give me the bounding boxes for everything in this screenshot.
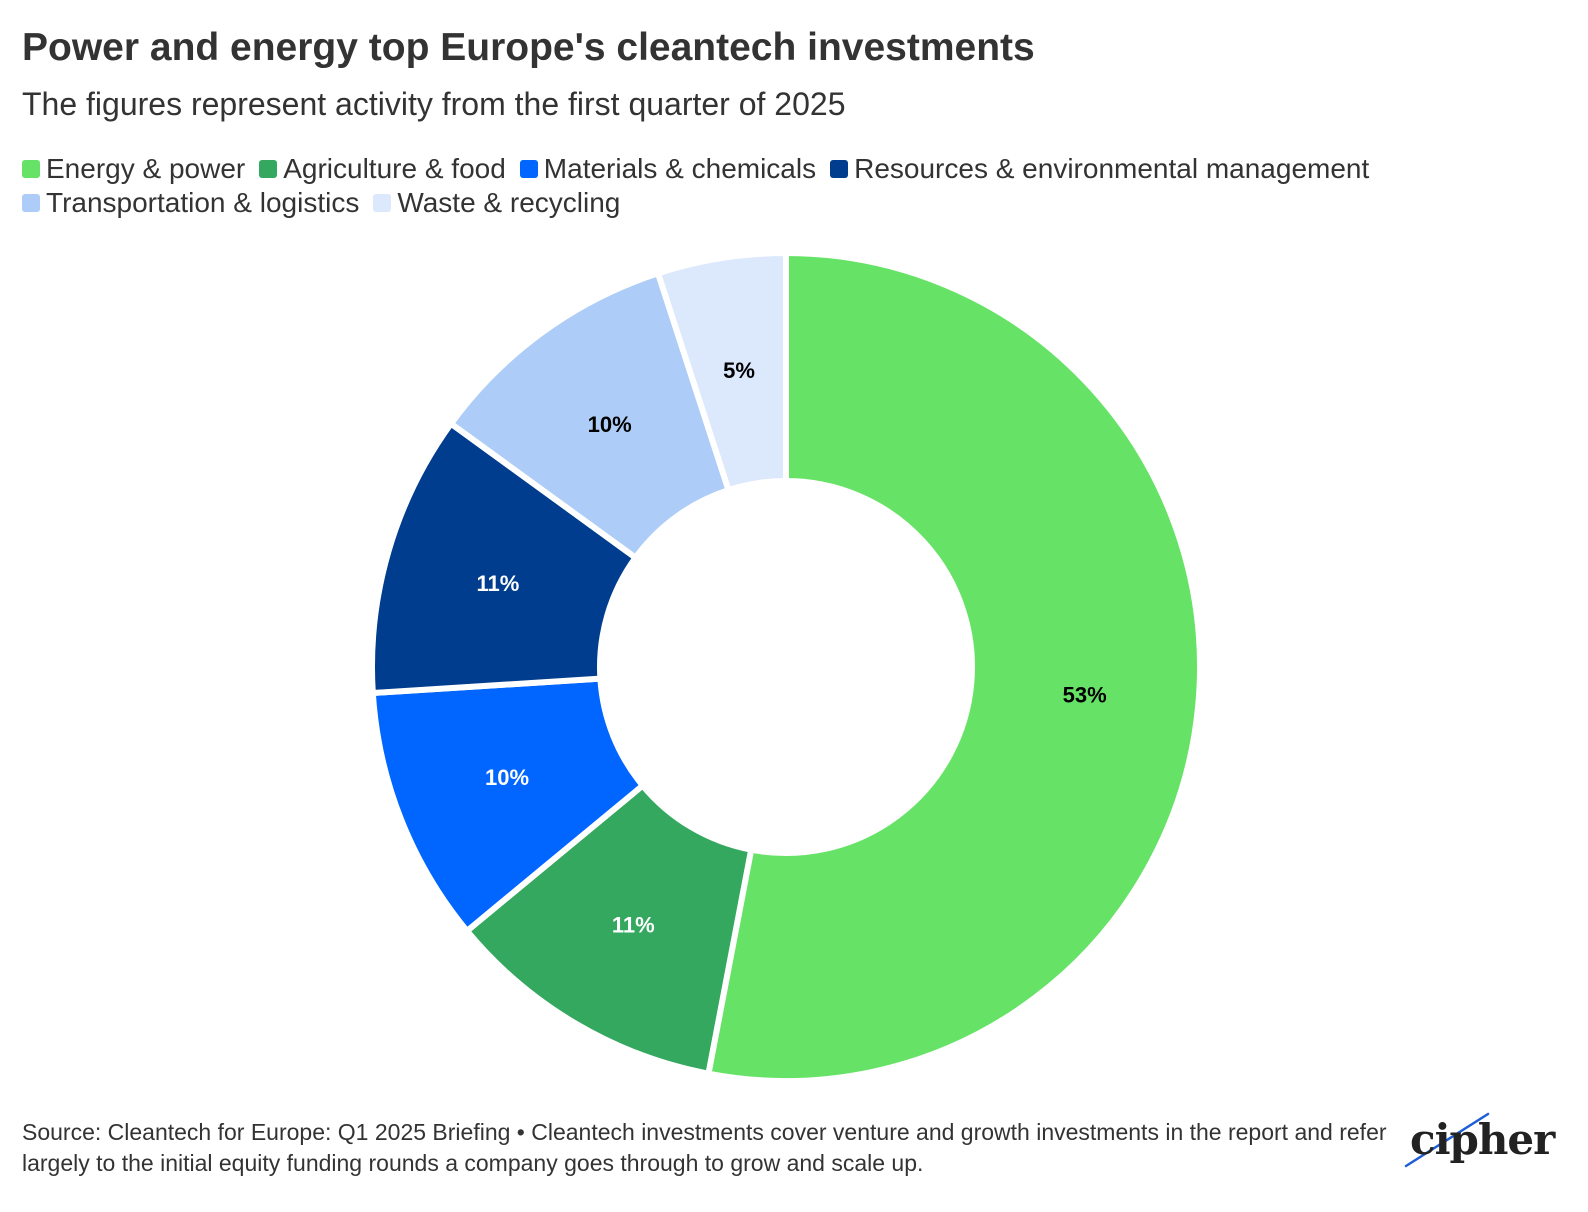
legend-label: Transportation & logistics <box>46 187 360 218</box>
legend-label: Agriculture & food <box>283 153 506 184</box>
legend-item-waste-recycling: Waste & recycling <box>373 188 620 218</box>
donut-labels: 53% 11% 10% 11% 10% 5% <box>476 358 1106 938</box>
legend-label: Resources & environmental management <box>854 153 1370 184</box>
logo-slash-mark <box>1404 1112 1490 1168</box>
legend-swatch <box>373 194 392 212</box>
legend-swatch <box>519 160 538 178</box>
legend-item-materials-chemicals: Materials & chemicals <box>519 153 817 184</box>
slice-label-transportation-logistics: 10% <box>588 412 632 437</box>
legend-swatch <box>259 160 278 178</box>
slice-label-resources-environmental: 11% <box>476 571 519 596</box>
legend-label: Energy & power <box>46 153 246 184</box>
chart-subtitle: The figures represent activity from the … <box>22 86 846 122</box>
slice-transportation-logistics <box>448 270 732 561</box>
slice-label-materials-chemicals: 10% <box>485 765 529 790</box>
legend-label: Materials & chemicals <box>543 153 817 184</box>
slice-agriculture-food <box>464 782 755 1077</box>
legend: Energy & power Agriculture & food Materi… <box>22 154 1542 218</box>
slice-energy-power <box>705 250 1203 1084</box>
legend-item-energy-power: Energy & power <box>22 154 245 184</box>
slice-materials-chemicals <box>369 675 646 934</box>
legend-item-resources-environmental: Resources & environmental management <box>830 154 1369 184</box>
legend-swatch <box>22 194 40 212</box>
legend-item-transportation-logistics: Transportation & logistics <box>22 188 359 218</box>
slice-label-energy-power: 53% <box>1063 683 1107 708</box>
source-note: Source: Cleantech for Europe: Q1 2025 Br… <box>22 1119 1387 1176</box>
slice-waste-recycling <box>655 250 789 494</box>
slice-resources-environmental <box>369 420 639 696</box>
cipher-logo: cipher <box>1410 1115 1555 1164</box>
slice-label-agriculture-food: 11% <box>612 913 655 938</box>
slice-label-waste-recycling: 5% <box>723 358 755 383</box>
chart-title: Power and energy top Europe's cleantech … <box>22 26 1035 69</box>
legend-item-agriculture-food: Agriculture & food <box>259 154 506 184</box>
legend-swatch <box>22 160 40 178</box>
legend-label: Waste & recycling <box>397 187 621 218</box>
legend-swatch <box>830 160 849 178</box>
donut-slices <box>369 250 1203 1084</box>
